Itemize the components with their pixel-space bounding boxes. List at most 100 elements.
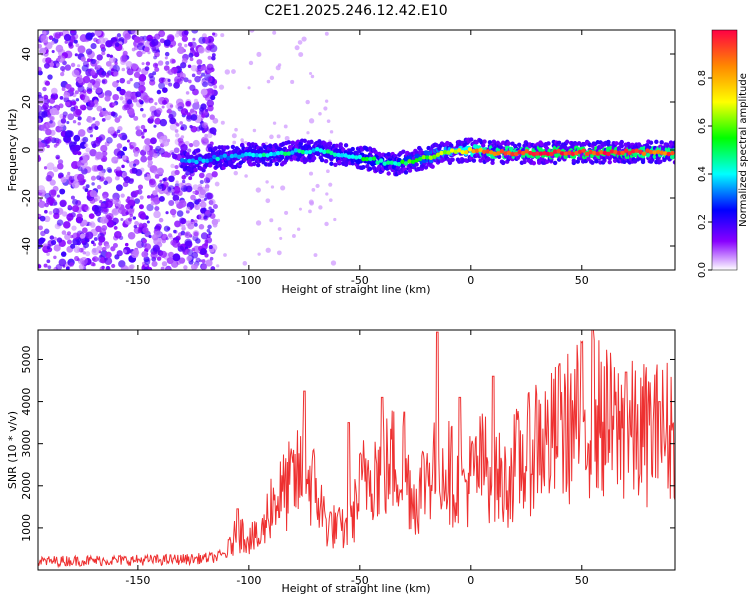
noise-speck <box>247 86 251 90</box>
noise-speck <box>86 58 91 63</box>
noise-speck <box>42 86 47 92</box>
noise-speck <box>60 176 67 183</box>
ridge-core <box>655 149 661 155</box>
noise-speck <box>231 69 236 74</box>
noise-speck <box>174 200 179 205</box>
noise-speck <box>38 141 43 148</box>
noise-speck <box>151 45 160 54</box>
noise-speck <box>112 242 118 248</box>
noise-speck <box>103 180 108 186</box>
noise-speck <box>65 266 70 270</box>
noise-speck <box>269 134 274 140</box>
noise-speck <box>186 255 193 262</box>
ridge-core <box>194 159 199 165</box>
noise-speck <box>72 232 80 240</box>
noise-speck <box>139 195 144 200</box>
noise-speck <box>72 238 80 246</box>
colorbar-label: Normalized spectral amplitude <box>738 73 749 227</box>
noise-speck <box>173 229 177 234</box>
ridge-core <box>293 148 299 153</box>
noise-speck <box>308 118 315 124</box>
noise-speck <box>38 185 46 193</box>
noise-speck <box>66 213 74 221</box>
noise-speck <box>178 217 186 224</box>
noise-speck <box>162 139 170 147</box>
noise-speck <box>92 257 96 261</box>
ridge-halo <box>606 139 611 145</box>
ridge-core <box>322 149 327 155</box>
noise-speck <box>161 87 168 94</box>
bottom-y-tick-label: 1000 <box>20 514 33 542</box>
noise-speck <box>144 138 152 146</box>
noise-speck <box>306 131 310 135</box>
noise-speck <box>128 264 134 270</box>
noise-speck <box>269 218 274 223</box>
noise-speck <box>106 53 111 58</box>
ridge-core <box>378 158 384 163</box>
noise-speck <box>94 205 102 213</box>
noise-speck <box>101 70 107 76</box>
noise-speck <box>42 102 49 110</box>
ridge-core <box>464 150 469 155</box>
noise-speck <box>49 235 55 240</box>
noise-speck <box>185 220 192 227</box>
noise-speck <box>269 75 275 81</box>
noise-speck <box>77 121 81 126</box>
noise-speck <box>201 259 206 264</box>
ridge-core <box>457 148 462 153</box>
ridge-core <box>460 150 466 155</box>
noise-speck <box>192 37 196 41</box>
noise-speck <box>147 159 153 166</box>
ridge-core <box>489 150 494 155</box>
noise-speck <box>105 40 113 48</box>
noise-speck <box>187 41 193 47</box>
noise-speck <box>90 70 96 76</box>
noise-speck <box>242 261 248 266</box>
noise-speck <box>95 225 102 233</box>
ridge-core <box>251 152 256 158</box>
noise-speck <box>98 170 105 177</box>
top-y-tick-label: -40 <box>20 237 33 255</box>
noise-speck <box>207 79 215 87</box>
noise-speck <box>102 207 108 213</box>
noise-speck <box>174 133 180 138</box>
ridge-core <box>467 147 473 152</box>
noise-speck <box>96 184 102 190</box>
noise-speck <box>252 128 257 133</box>
noise-speck <box>301 36 307 42</box>
noise-speck <box>158 196 165 202</box>
ridge-core <box>215 156 220 162</box>
noise-speck <box>58 31 64 37</box>
ridge-core <box>425 155 430 160</box>
noise-speck <box>57 163 64 170</box>
noise-speck <box>138 204 144 210</box>
noise-speck <box>95 87 102 94</box>
noise-speck <box>69 262 74 267</box>
ridge-core <box>435 152 441 157</box>
noise-speck <box>169 208 177 216</box>
noise-speck <box>40 35 49 43</box>
ridge-halo <box>515 155 521 160</box>
noise-speck <box>153 210 161 219</box>
noise-speck <box>265 180 269 184</box>
noise-speck <box>174 169 180 176</box>
noise-speck <box>40 230 46 237</box>
noise-speck <box>294 45 300 51</box>
noise-speck <box>205 259 213 267</box>
ridge-core <box>581 148 586 153</box>
ridge-core <box>382 161 387 166</box>
noise-speck <box>49 115 55 122</box>
noise-speck <box>92 86 97 91</box>
noise-speck <box>61 230 67 235</box>
noise-speck <box>89 134 93 138</box>
noise-speck <box>99 200 103 204</box>
noise-speck <box>133 115 139 121</box>
noise-speck <box>176 123 180 127</box>
noise-speck <box>113 71 119 77</box>
noise-speck <box>53 236 58 241</box>
noise-speck <box>105 60 112 67</box>
noise-speck <box>280 185 286 191</box>
noise-speck <box>190 194 196 201</box>
noise-speck <box>56 138 62 144</box>
noise-speck <box>163 39 171 47</box>
